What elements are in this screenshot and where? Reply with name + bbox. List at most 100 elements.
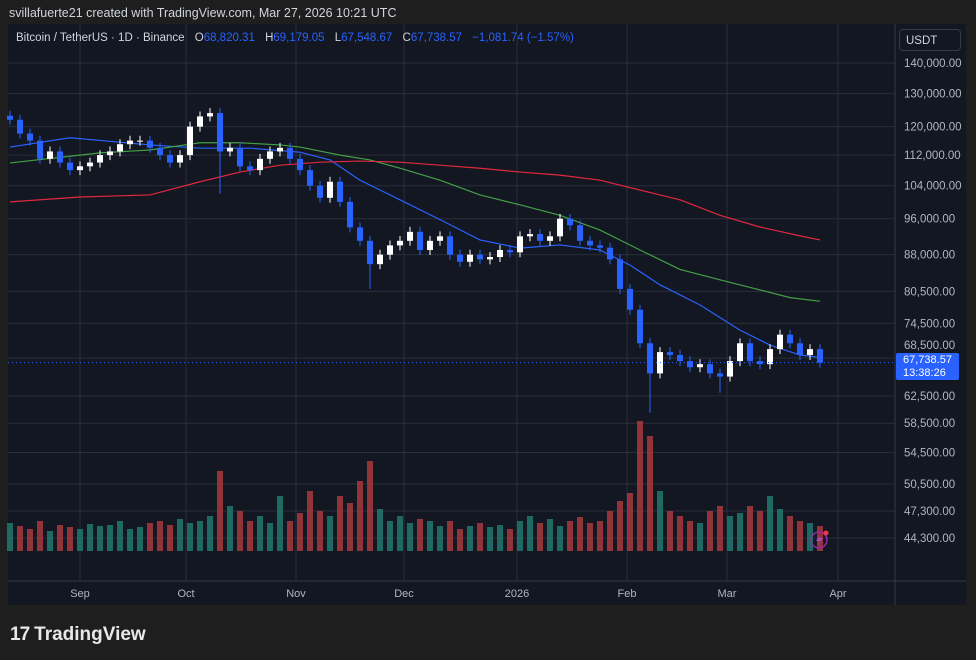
volume-bar: [97, 526, 103, 551]
volume-bar: [87, 524, 93, 551]
volume-bar: [47, 531, 53, 551]
candle-body: [57, 151, 63, 163]
volume-bar: [137, 527, 143, 551]
candle: [507, 245, 513, 258]
candle-body: [547, 236, 553, 241]
candle-body: [697, 364, 703, 368]
symbol-title[interactable]: Bitcoin / TetherUS · 1D · Binance: [16, 32, 185, 44]
candle: [647, 338, 653, 413]
candle: [567, 213, 573, 231]
volume-bar: [607, 511, 613, 551]
candle: [697, 359, 703, 373]
candle-body: [487, 257, 493, 260]
y-tick-label: 47,300.00: [904, 506, 955, 518]
volume-bar: [297, 513, 303, 551]
volume-bar: [557, 526, 563, 551]
x-tick-label: Sep: [70, 588, 90, 600]
lightning-icon[interactable]: [810, 531, 828, 549]
currency-button[interactable]: USDT: [899, 29, 961, 51]
x-tick-label: Dec: [394, 588, 414, 600]
candle-body: [17, 119, 23, 134]
bar-countdown: 13:38:26: [903, 366, 946, 379]
candle-body: [387, 245, 393, 255]
candle-body: [337, 181, 343, 202]
close-label: C: [402, 32, 411, 44]
volume-bar: [377, 509, 383, 551]
candle-body: [807, 349, 813, 356]
candle: [547, 231, 553, 246]
candle-body: [607, 247, 613, 260]
candle-body: [617, 259, 623, 289]
y-tick-label: 58,500.00: [904, 418, 955, 430]
candle-body: [267, 151, 273, 159]
moving-average-line: [9, 160, 821, 241]
volume-bar: [237, 511, 243, 551]
candle: [677, 350, 683, 367]
candle-body: [537, 234, 543, 241]
candle-body: [167, 155, 173, 163]
candle-body: [407, 231, 413, 241]
candle: [347, 196, 353, 233]
open-value: 68,820.31: [203, 32, 255, 44]
volume-bar: [537, 523, 543, 551]
candle: [617, 254, 623, 294]
candle: [767, 344, 773, 370]
candle: [527, 229, 533, 242]
y-tick-label: 62,500.00: [904, 391, 955, 403]
volume-bar: [427, 521, 433, 551]
candle: [297, 153, 303, 176]
axes[interactable]: 140,000.00 130,000.00 120,000.00 112,000.00…: [8, 24, 966, 605]
volume-bar: [687, 521, 693, 551]
candle-body: [577, 225, 583, 241]
volume-bar: [747, 506, 753, 551]
volume-bar: [187, 523, 193, 551]
x-tick-label: Nov: [286, 588, 306, 600]
candle: [387, 240, 393, 260]
volume-bar: [37, 521, 43, 551]
candle-body: [767, 349, 773, 365]
volume-bar: [247, 521, 253, 551]
candle-body: [227, 147, 233, 152]
candle-body: [287, 147, 293, 159]
candle-body: [527, 234, 533, 237]
candle: [337, 176, 343, 207]
moving-average-line: [9, 137, 821, 359]
volume-bar: [577, 517, 583, 551]
candle-body: [647, 343, 653, 374]
candle: [7, 110, 13, 125]
volume-bar: [467, 526, 473, 551]
volume-bar: [207, 516, 213, 551]
candle-body: [467, 254, 473, 262]
candle: [107, 146, 113, 161]
volume-bar: [307, 491, 313, 551]
volume-bar: [567, 521, 573, 551]
lightning-bolt: [816, 534, 823, 546]
candle-body: [367, 240, 373, 265]
volume-bar: [417, 519, 423, 551]
candle: [717, 368, 723, 393]
candle: [137, 135, 143, 146]
alert-button[interactable]: [810, 530, 829, 549]
candle-body: [397, 240, 403, 246]
candle: [247, 161, 253, 176]
tradingview-logo[interactable]: 17 TradingView: [10, 624, 146, 646]
candle-body: [27, 133, 33, 141]
candle-body: [77, 166, 83, 171]
chart-frame: [8, 24, 966, 605]
candle: [207, 108, 213, 122]
y-tick-label: 74,500.00: [904, 318, 955, 330]
volume-bar: [177, 519, 183, 551]
candle: [777, 329, 783, 355]
candle-body: [507, 250, 513, 253]
volume-bar: [387, 521, 393, 551]
candle: [257, 153, 263, 176]
candle-body: [497, 250, 503, 258]
moving-average-line: [9, 142, 821, 302]
candle: [217, 108, 223, 194]
volume-bar: [317, 511, 323, 551]
candle-body: [677, 355, 683, 362]
candle: [467, 249, 473, 267]
volume-bar: [657, 491, 663, 551]
volume-bar: [277, 496, 283, 551]
